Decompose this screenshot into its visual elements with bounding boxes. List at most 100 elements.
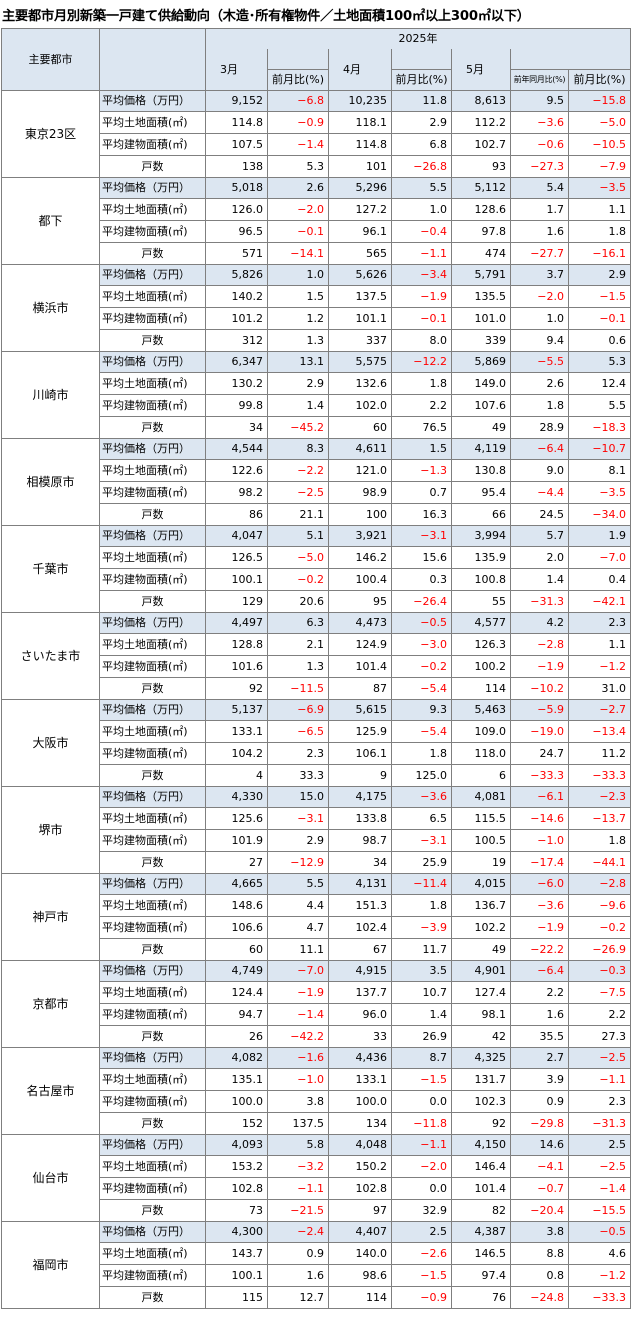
table-row: 堺市 平均価格（万円） 4,330 15.0 4,175 −3.6 4,081 −6.1 −2.… bbox=[1, 786, 632, 874]
table-row: 平均土地面積(㎡) 135.1 −1.0 133.1 −1.5 131.7 3.9 −1.1 bbox=[2, 1068, 632, 1091]
table-cell: −1.6 bbox=[267, 1047, 329, 1069]
table-cell: 5,791 bbox=[451, 264, 511, 286]
table-cell: 100.1 bbox=[205, 568, 268, 591]
metric-label: 平均建物面積(㎡) bbox=[99, 655, 206, 678]
table-cell: 95 bbox=[328, 590, 392, 613]
table-cell: −10.2 bbox=[510, 677, 569, 700]
table-cell: 109.0 bbox=[451, 720, 511, 743]
table-cell: 2.7 bbox=[510, 1047, 569, 1069]
table-cell: 1.2 bbox=[267, 307, 329, 330]
table-row: 戸数 73 −21.5 97 32.9 82 −20.4 −15.5 bbox=[2, 1199, 632, 1222]
table-cell: 1.4 bbox=[510, 568, 569, 591]
table-row: 千葉市 平均価格（万円） 4,047 5.1 3,921 −3.1 3,994 5.7 1.9 bbox=[1, 525, 632, 613]
header-month-4: 4月 bbox=[328, 49, 392, 91]
table-cell: −22.2 bbox=[510, 938, 569, 961]
table-cell: 115 bbox=[205, 1286, 268, 1309]
table-cell: −0.2 bbox=[267, 568, 329, 591]
metric-label: 平均土地面積(㎡) bbox=[99, 285, 206, 308]
table-cell: −1.9 bbox=[510, 655, 569, 678]
table-cell: 28.9 bbox=[510, 416, 569, 439]
table-row: 平均建物面積(㎡) 104.2 2.3 106.1 1.8 118.0 24.7 11.2 bbox=[2, 742, 632, 765]
table-cell: 27.3 bbox=[567, 1025, 632, 1048]
table-cell: −0.4 bbox=[391, 220, 452, 243]
page-title: 主要都市月別新築一戸建て供給動向（木造･所有権物件／土地面積100㎡以上300㎡… bbox=[2, 9, 530, 24]
table-cell: 114.8 bbox=[205, 111, 268, 134]
table-cell: −0.1 bbox=[391, 307, 452, 330]
table-cell: −2.5 bbox=[567, 1047, 632, 1069]
table-cell: −0.9 bbox=[391, 1286, 452, 1309]
table-cell: 4,048 bbox=[328, 1134, 392, 1156]
table-cell: 124.9 bbox=[328, 633, 392, 656]
table-cell: −2.2 bbox=[267, 459, 329, 482]
table-cell: 11.2 bbox=[567, 742, 632, 765]
table-cell: 4,749 bbox=[205, 960, 268, 982]
table-cell: 20.6 bbox=[267, 590, 329, 613]
table-cell: 1.5 bbox=[267, 285, 329, 308]
table-cell: −45.2 bbox=[267, 416, 329, 439]
table-cell: −21.5 bbox=[267, 1199, 329, 1222]
table-cell: 5,018 bbox=[205, 177, 268, 199]
table-cell: 1.8 bbox=[510, 394, 569, 417]
metric-label: 平均土地面積(㎡) bbox=[99, 1068, 206, 1091]
table-row: 平均土地面積(㎡) 133.1 −6.5 125.9 −5.4 109.0 −19.0 −13… bbox=[2, 720, 632, 743]
table-cell: 146.4 bbox=[451, 1155, 511, 1178]
table-cell: 4,577 bbox=[451, 612, 511, 634]
metric-label: 平均土地面積(㎡) bbox=[99, 198, 206, 221]
table-cell: 0.0 bbox=[391, 1090, 452, 1113]
table-cell: 26.9 bbox=[391, 1025, 452, 1048]
table-cell: 100 bbox=[328, 503, 392, 526]
metric-label: 平均建物面積(㎡) bbox=[99, 307, 206, 330]
table-cell: −3.1 bbox=[391, 525, 452, 547]
table-cell: −14.1 bbox=[267, 242, 329, 265]
table-cell: 16.3 bbox=[391, 503, 452, 526]
table-cell: 1.4 bbox=[391, 1003, 452, 1026]
table-cell: −1.5 bbox=[391, 1264, 452, 1287]
table-cell: −3.1 bbox=[391, 829, 452, 852]
table-cell: 1.6 bbox=[267, 1264, 329, 1287]
table-cell: 140.2 bbox=[205, 285, 268, 308]
table-cell: 126.3 bbox=[451, 633, 511, 656]
table-cell: 5,626 bbox=[328, 264, 392, 286]
table-cell: 1.0 bbox=[267, 264, 329, 286]
table-cell: −1.5 bbox=[567, 285, 632, 308]
table-cell: 14.6 bbox=[510, 1134, 569, 1156]
metric-label: 平均価格（万円） bbox=[99, 873, 206, 895]
metric-label: 戸数 bbox=[99, 677, 206, 700]
table-cell: 101.0 bbox=[451, 307, 511, 330]
metric-label: 平均価格（万円） bbox=[99, 1221, 206, 1243]
table-cell: 337 bbox=[328, 329, 392, 352]
supply-table: 主要都市 2025年 3月 4月 5月 前月比(%) 前月比(%) 前年同月比(… bbox=[1, 28, 632, 1309]
header-city: 主要都市 bbox=[1, 28, 100, 91]
table-cell: 1.5 bbox=[391, 438, 452, 460]
table-row: 福岡市 平均価格（万円） 4,300 −2.4 4,407 2.5 4,387 3.8 −0.5 bbox=[1, 1221, 632, 1309]
table-cell: 140.0 bbox=[328, 1242, 392, 1265]
table-cell: 2.3 bbox=[567, 612, 632, 634]
table-row: 平均建物面積(㎡) 100.0 3.8 100.0 0.0 102.3 0.9 2.3 bbox=[2, 1090, 632, 1113]
table-cell: 5.3 bbox=[567, 351, 632, 373]
table-cell: −2.7 bbox=[567, 699, 632, 721]
table-row: 戸数 60 11.1 67 11.7 49 −22.2 −26.9 bbox=[2, 938, 632, 961]
table-cell: 4,901 bbox=[451, 960, 511, 982]
table-cell: 6.3 bbox=[267, 612, 329, 634]
table-cell: −0.9 bbox=[267, 111, 329, 134]
table-cell: −1.1 bbox=[267, 1177, 329, 1200]
table-cell: −10.7 bbox=[567, 438, 632, 460]
table-cell: 115.5 bbox=[451, 807, 511, 830]
table-cell: 121.0 bbox=[328, 459, 392, 482]
table-cell: 42 bbox=[451, 1025, 511, 1048]
table-cell: −12.2 bbox=[391, 351, 452, 373]
city-name: 福岡市 bbox=[1, 1221, 100, 1309]
table-cell: 1.0 bbox=[391, 198, 452, 221]
table-cell: 339 bbox=[451, 329, 511, 352]
table-cell: 13.1 bbox=[267, 351, 329, 373]
table-cell: 3.8 bbox=[267, 1090, 329, 1113]
metric-label: 戸数 bbox=[99, 242, 206, 265]
table-cell: −1.4 bbox=[267, 133, 329, 156]
table-cell: −7.0 bbox=[567, 546, 632, 569]
table-cell: −6.4 bbox=[510, 438, 569, 460]
table-cell: −3.5 bbox=[567, 481, 632, 504]
table-cell: 19 bbox=[451, 851, 511, 874]
table-cell: −1.9 bbox=[267, 981, 329, 1004]
table-cell: 33 bbox=[328, 1025, 392, 1048]
table-cell: 0.0 bbox=[391, 1177, 452, 1200]
